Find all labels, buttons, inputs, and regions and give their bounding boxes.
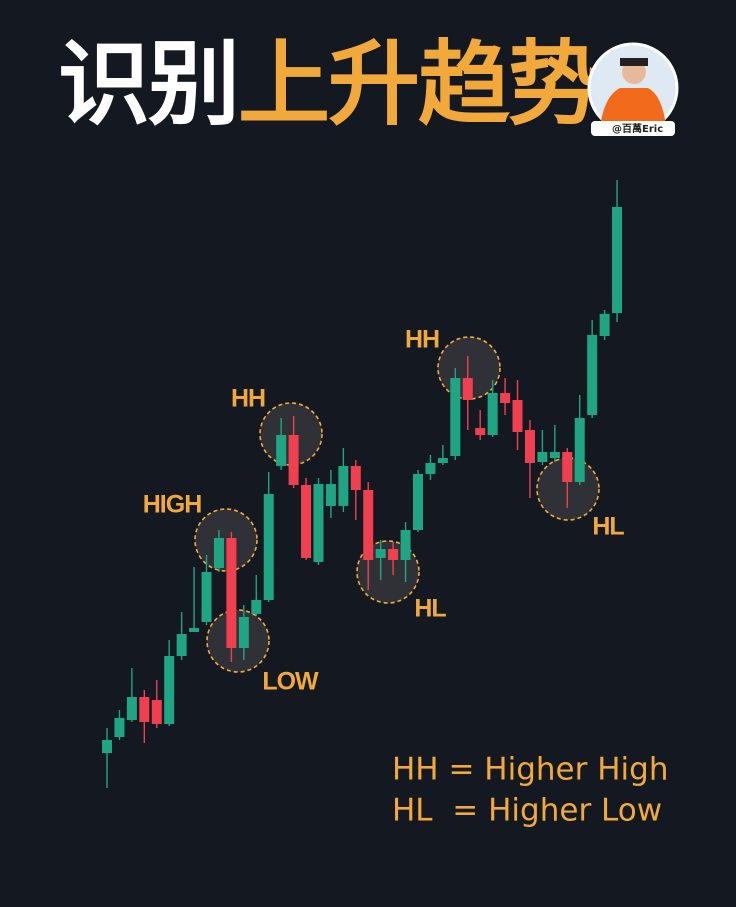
candle-body [400, 530, 411, 560]
candle-body [164, 656, 175, 724]
candle-body [425, 463, 436, 474]
candle-body [301, 485, 312, 558]
candle-body [375, 549, 386, 558]
candle-body [462, 378, 473, 400]
title: 识别上升趋势 [58, 30, 600, 140]
candle-body [587, 335, 598, 415]
annotation-label: HIGH [143, 491, 202, 519]
candle-body [450, 378, 461, 456]
candle-body [102, 740, 112, 753]
annotation-label: LOW [262, 668, 319, 696]
highlight-circle [259, 402, 323, 466]
candle-body [176, 634, 187, 656]
candle-body [599, 314, 610, 336]
title-highlight: 上升趋势 [238, 31, 600, 138]
highlight-circle [194, 508, 258, 572]
candle-body [151, 700, 162, 724]
candle-body [238, 617, 249, 648]
candle-body [612, 207, 623, 313]
candle-body [388, 549, 399, 560]
candle-body [338, 466, 349, 506]
annotation-label: HL [414, 595, 446, 623]
annotation-label: HH [405, 326, 439, 354]
candle-body [437, 458, 448, 463]
candle-body [226, 538, 237, 648]
candle-body [537, 452, 548, 462]
candle-body [126, 697, 137, 720]
annotation-label: HL [592, 513, 624, 541]
candle-body [512, 400, 523, 432]
candle-body [413, 474, 423, 530]
candle-body [251, 600, 262, 614]
avatar: @百萬Eric [587, 42, 679, 136]
candle-body [276, 435, 287, 466]
candle-body [139, 697, 150, 722]
candle-body [475, 428, 486, 435]
annotation-label: HH [231, 385, 265, 413]
badge: @百萬Eric [612, 122, 663, 135]
candle-body [313, 484, 324, 562]
candle-body [114, 718, 125, 737]
candle-body [487, 393, 498, 435]
highlight-circle [206, 609, 270, 673]
candle-body [350, 466, 361, 490]
candle-body [562, 452, 573, 482]
title-main: 识别 [58, 31, 240, 138]
legend-line: HL = Higher Low [392, 793, 662, 829]
candle-body [213, 538, 224, 568]
candle-body [288, 435, 299, 485]
legend-line: HH = Higher High [392, 752, 668, 788]
candle-body [500, 393, 511, 403]
candle-body [189, 628, 200, 632]
candle-body [325, 484, 336, 506]
candle-body [363, 490, 374, 560]
candle-body [524, 430, 535, 463]
candle-body [549, 452, 560, 458]
candle-body [263, 494, 274, 600]
candle-body [201, 572, 212, 622]
candle-body [574, 418, 585, 482]
